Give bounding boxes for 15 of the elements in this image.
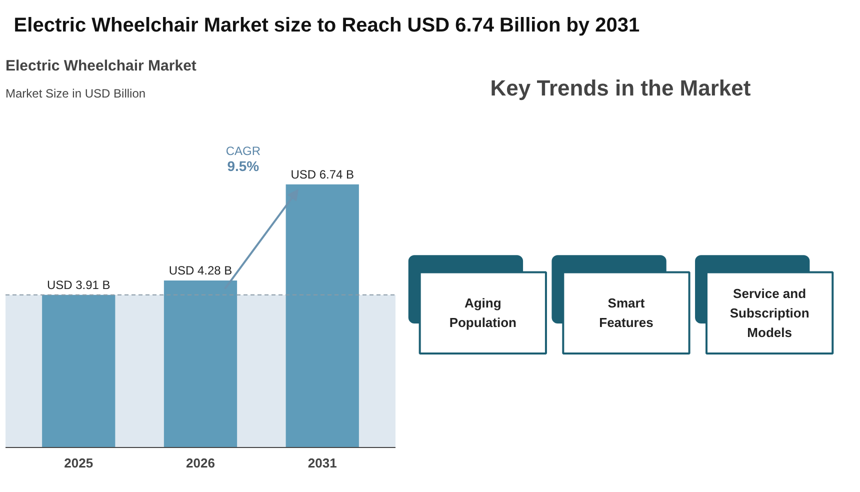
x-tick-label: 2025 [64, 456, 94, 470]
text: 9.5% [227, 158, 260, 174]
text: Aging Population [449, 296, 517, 330]
x-tick-label: 2031 [308, 456, 337, 470]
x-tick-label: 2026 [186, 456, 215, 470]
data-label: USD 4.28 B [168, 263, 232, 278]
text: CAGR [226, 144, 261, 158]
text: Smart Features [599, 296, 654, 330]
text: Electric Wheelchair Market size to Reach USD 6.74 Billion by 2031 [14, 14, 640, 36]
chart-title: Electric Wheelchair Market [6, 58, 196, 74]
chart-subtitle: Market Size in USD Billion [6, 86, 146, 100]
data-label: USD 6.74 B [290, 167, 354, 182]
text: Service and Subscription Models [730, 286, 810, 340]
text: Key Trends in the Market [490, 76, 752, 100]
data-label: USD 3.91 B [46, 278, 110, 292]
